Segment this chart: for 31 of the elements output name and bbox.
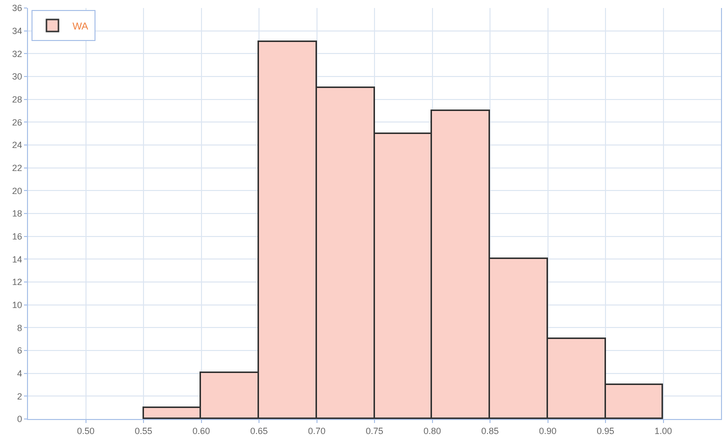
x-tick-label: 0.65 xyxy=(250,426,268,436)
x-tick-label: 0.70 xyxy=(308,426,326,436)
y-tick-label: 12 xyxy=(12,277,22,288)
x-tick-label: 0.75 xyxy=(366,426,384,436)
y-tick-label: 2 xyxy=(17,391,22,402)
x-tick-label: 0.80 xyxy=(423,426,442,436)
y-tick-label: 16 xyxy=(12,231,22,242)
x-tick-label: 0.60 xyxy=(192,426,210,436)
y-tick-label: 4 xyxy=(17,368,22,378)
y-tick-label: 8 xyxy=(17,322,22,333)
y-tick-label: 0 xyxy=(17,414,22,424)
x-tick-label: 0.50 xyxy=(76,426,95,436)
y-tick-label: 36 xyxy=(12,3,22,14)
x-tick-label: 0.90 xyxy=(538,426,557,436)
y-tick-label: 24 xyxy=(12,140,22,150)
y-tick-label: 6 xyxy=(17,346,22,356)
y-tick-label: 14 xyxy=(12,254,22,264)
y-tick-label: 32 xyxy=(12,48,22,59)
y-tick-label: 22 xyxy=(12,162,22,173)
y-tick-label: 34 xyxy=(12,26,22,36)
x-tick-label: 0.55 xyxy=(134,426,152,436)
y-tick-label: 26 xyxy=(12,117,22,128)
x-tick-label: 0.85 xyxy=(481,426,499,436)
y-tick-label: 10 xyxy=(12,300,22,310)
y-tick-label: 20 xyxy=(12,186,22,196)
y-tick-label: 30 xyxy=(12,72,22,82)
legend-label: WA xyxy=(72,21,89,32)
x-tick-label: 0.95 xyxy=(596,426,614,436)
y-tick-label: 18 xyxy=(12,208,22,219)
y-tick-label: 28 xyxy=(12,94,22,104)
x-tick-label: 1.00 xyxy=(654,426,672,436)
